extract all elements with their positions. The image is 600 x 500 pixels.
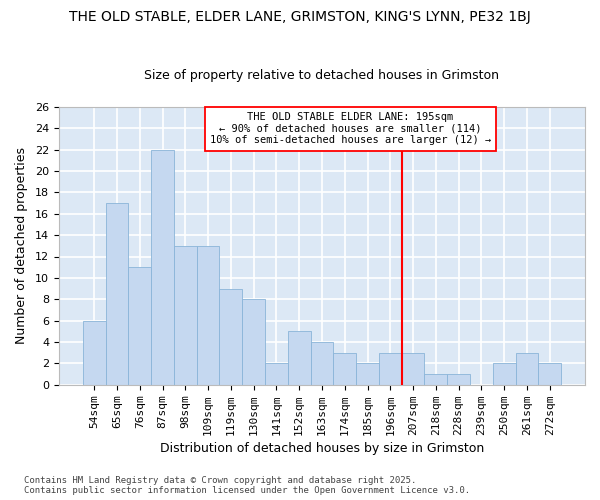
X-axis label: Distribution of detached houses by size in Grimston: Distribution of detached houses by size … <box>160 442 484 455</box>
Bar <box>128 267 151 385</box>
Bar <box>265 364 288 385</box>
Bar <box>515 353 538 385</box>
Bar <box>334 353 356 385</box>
Bar <box>174 246 197 385</box>
Bar <box>424 374 447 385</box>
Bar <box>106 203 128 385</box>
Bar <box>447 374 470 385</box>
Bar <box>151 150 174 385</box>
Y-axis label: Number of detached properties: Number of detached properties <box>15 148 28 344</box>
Bar <box>242 300 265 385</box>
Bar <box>379 353 401 385</box>
Text: THE OLD STABLE, ELDER LANE, GRIMSTON, KING'S LYNN, PE32 1BJ: THE OLD STABLE, ELDER LANE, GRIMSTON, KI… <box>69 10 531 24</box>
Bar <box>401 353 424 385</box>
Title: Size of property relative to detached houses in Grimston: Size of property relative to detached ho… <box>145 69 499 82</box>
Bar <box>288 332 311 385</box>
Bar <box>220 288 242 385</box>
Text: Contains HM Land Registry data © Crown copyright and database right 2025.
Contai: Contains HM Land Registry data © Crown c… <box>24 476 470 495</box>
Text: THE OLD STABLE ELDER LANE: 195sqm
← 90% of detached houses are smaller (114)
10%: THE OLD STABLE ELDER LANE: 195sqm ← 90% … <box>210 112 491 146</box>
Bar <box>83 320 106 385</box>
Bar <box>493 364 515 385</box>
Bar <box>538 364 561 385</box>
Bar <box>197 246 220 385</box>
Bar <box>311 342 334 385</box>
Bar <box>356 364 379 385</box>
